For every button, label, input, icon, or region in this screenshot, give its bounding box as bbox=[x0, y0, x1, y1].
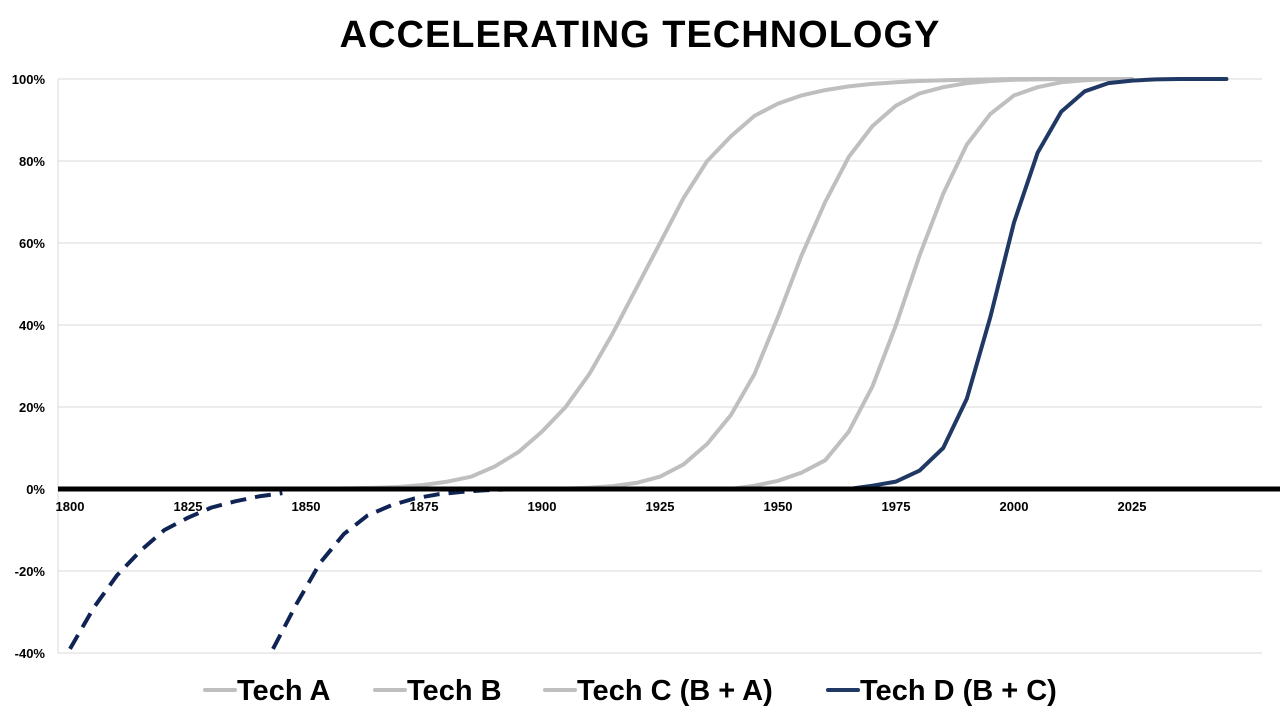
x-tick-label: 1975 bbox=[882, 499, 911, 514]
x-tick-label: 1875 bbox=[410, 499, 439, 514]
x-axis-ticks: 1800 1825 1850 1875 1900 1925 1950 1975 2000 2025 bbox=[56, 499, 1147, 514]
legend: Tech A Tech B Tech C (B + A) Tech D (B + C) bbox=[203, 675, 1057, 707]
chart-title: ACCELERATING TECHNOLOGY bbox=[339, 14, 941, 56]
legend-label: Tech C (B + A) bbox=[577, 675, 773, 707]
series-line-5 bbox=[271, 487, 510, 650]
series-line-1 bbox=[540, 77, 1134, 491]
x-tick-label: 1800 bbox=[56, 499, 85, 514]
y-axis-ticks: 100% 80% 60% 40% 20% 0% -20% -40% bbox=[12, 72, 46, 661]
x-tick-label: 1825 bbox=[174, 499, 203, 514]
y-tick-label: -20% bbox=[15, 564, 46, 579]
x-tick-label: 2000 bbox=[1000, 499, 1029, 514]
y-tick-label: 20% bbox=[19, 400, 45, 415]
y-tick-label: 40% bbox=[19, 318, 45, 333]
y-tick-label: 100% bbox=[12, 72, 46, 87]
y-tick-label: -40% bbox=[15, 646, 46, 661]
x-tick-label: 1900 bbox=[528, 499, 557, 514]
legend-item: Tech B bbox=[373, 675, 502, 707]
legend-item: Tech C (B + A) bbox=[543, 675, 773, 707]
legend-item: Tech A bbox=[203, 675, 331, 707]
series-line-3 bbox=[846, 77, 1229, 491]
y-tick-label: 0% bbox=[26, 482, 45, 497]
x-tick-label: 2025 bbox=[1118, 499, 1147, 514]
y-tick-label: 80% bbox=[19, 154, 45, 169]
x-tick-label: 1850 bbox=[292, 499, 321, 514]
gridlines bbox=[57, 78, 1262, 654]
legend-label: Tech B bbox=[407, 675, 502, 707]
legend-label: Tech A bbox=[237, 675, 331, 707]
series-lines bbox=[68, 77, 1229, 650]
legend-label: Tech D (B + C) bbox=[860, 675, 1057, 707]
series-line-2 bbox=[728, 77, 1134, 491]
y-tick-label: 60% bbox=[19, 236, 45, 251]
x-tick-label: 1950 bbox=[764, 499, 793, 514]
legend-item: Tech D (B + C) bbox=[826, 675, 1057, 707]
x-tick-label: 1925 bbox=[646, 499, 675, 514]
